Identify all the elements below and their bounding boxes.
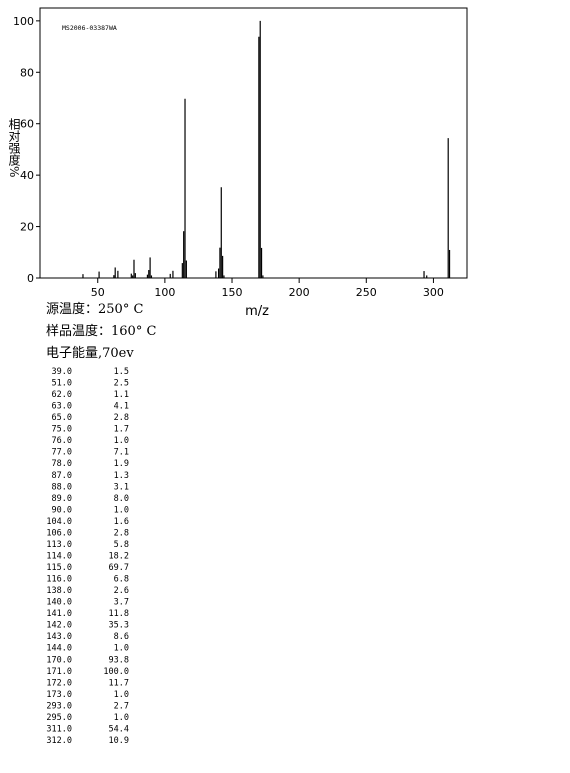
intensity-cell: 18.2 <box>109 551 129 561</box>
mz-cell: 76.0 <box>52 436 72 446</box>
intensity-cell: 1.0 <box>114 436 129 446</box>
x-tick-label: 100 <box>154 286 175 299</box>
intensity-cell: 2.6 <box>114 586 129 596</box>
mz-cell: 170.0 <box>46 655 72 665</box>
intensity-cell: 7.1 <box>114 448 129 458</box>
mz-cell: 114.0 <box>46 551 72 561</box>
intensity-cell: 2.5 <box>114 379 129 389</box>
y-tick-label: 60 <box>20 118 34 131</box>
condition: 电子能量,70ev <box>46 346 134 361</box>
intensity-cell: 2.8 <box>114 528 129 538</box>
mz-cell: 88.0 <box>52 482 72 492</box>
mz-cell: 104.0 <box>46 517 72 527</box>
y-tick-label: 40 <box>20 169 34 182</box>
mz-cell: 78.0 <box>52 459 72 469</box>
mz-cell: 116.0 <box>46 575 72 585</box>
intensity-cell: 2.7 <box>114 701 129 711</box>
x-tick-label: 50 <box>91 286 105 299</box>
intensity-cell: 3.1 <box>114 482 129 492</box>
mz-cell: 172.0 <box>46 678 72 688</box>
condition: 源温度：250° C <box>46 301 143 317</box>
mz-cell: 295.0 <box>46 713 72 723</box>
mz-cell: 39.0 <box>52 367 72 377</box>
mz-cell: 138.0 <box>46 586 72 596</box>
mz-cell: 113.0 <box>46 540 72 550</box>
mz-cell: 77.0 <box>52 448 72 458</box>
x-tick-label: 250 <box>356 286 377 299</box>
y-tick-label: 0 <box>27 272 34 285</box>
intensity-cell: 1.7 <box>114 425 129 435</box>
mz-cell: 65.0 <box>52 413 72 423</box>
intensity-cell: 69.7 <box>109 563 129 573</box>
mz-cell: 90.0 <box>52 505 72 515</box>
intensity-cell: 5.8 <box>114 540 129 550</box>
intensity-cell: 1.0 <box>114 713 129 723</box>
intensity-cell: 8.0 <box>114 494 129 504</box>
intensity-cell: 1.3 <box>114 471 129 481</box>
intensity-cell: 1.6 <box>114 517 129 527</box>
intensity-cell: 8.6 <box>114 632 129 642</box>
intensity-cell: 54.4 <box>109 724 129 734</box>
mz-cell: 144.0 <box>46 644 72 654</box>
mz-cell: 106.0 <box>46 528 72 538</box>
intensity-cell: 93.8 <box>109 655 129 665</box>
mz-cell: 87.0 <box>52 471 72 481</box>
mz-cell: 142.0 <box>46 621 72 631</box>
y-tick-label: 80 <box>20 66 34 79</box>
plot-frame <box>39 7 468 279</box>
mz-cell: 293.0 <box>46 701 72 711</box>
mz-cell: 141.0 <box>46 609 72 619</box>
intensity-cell: 1.0 <box>114 690 129 700</box>
intensity-cell: 4.1 <box>114 402 129 412</box>
mz-cell: 173.0 <box>46 690 72 700</box>
intensity-cell: 1.1 <box>114 390 129 400</box>
mz-cell: 140.0 <box>46 598 72 608</box>
intensity-cell: 1.0 <box>114 505 129 515</box>
intensity-cell: 10.9 <box>109 736 129 746</box>
chart-title: MS2006-03387WA <box>62 24 117 32</box>
intensity-cell: 11.8 <box>109 609 129 619</box>
mz-cell: 62.0 <box>52 390 72 400</box>
intensity-cell: 2.8 <box>114 413 129 423</box>
mz-cell: 63.0 <box>52 402 72 412</box>
intensity-cell: 3.7 <box>114 598 129 608</box>
mz-cell: 51.0 <box>52 379 72 389</box>
mz-cell: 75.0 <box>52 425 72 435</box>
mz-cell: 89.0 <box>52 494 72 504</box>
intensity-cell: 1.9 <box>114 459 129 469</box>
mz-cell: 143.0 <box>46 632 72 642</box>
y-axis-label: 相对强度% <box>7 118 21 178</box>
mz-cell: 171.0 <box>46 667 72 677</box>
condition: 样品温度：160° C <box>46 323 156 339</box>
intensity-cell: 1.0 <box>114 644 129 654</box>
mz-cell: 311.0 <box>46 724 72 734</box>
x-tick-label: 200 <box>289 286 310 299</box>
intensity-cell: 100.0 <box>103 667 129 677</box>
mz-cell: 312.0 <box>46 736 72 746</box>
intensity-cell: 35.3 <box>109 621 129 631</box>
mz-cell: 115.0 <box>46 563 72 573</box>
x-tick-label: 150 <box>222 286 243 299</box>
x-axis-label: m/z <box>245 304 269 319</box>
intensity-cell: 1.5 <box>114 367 129 377</box>
y-tick-label: 20 <box>20 221 34 234</box>
intensity-cell: 11.7 <box>109 678 129 688</box>
y-tick-label: 100 <box>13 15 34 28</box>
x-tick-label: 300 <box>423 286 444 299</box>
intensity-cell: 6.8 <box>114 575 129 585</box>
